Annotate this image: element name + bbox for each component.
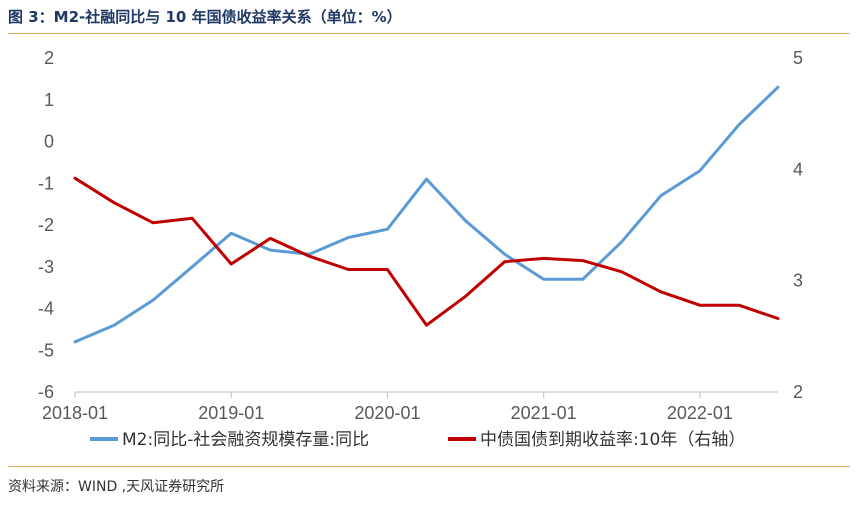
left-y-tick-label: -4 bbox=[38, 299, 54, 319]
chart-title: 图 3：M2-社融同比与 10 年国债收益率关系（单位：%） bbox=[8, 8, 402, 26]
left-y-axis-ticks: -6 -5 -4 -3 -2 -1 0 1 2 bbox=[38, 48, 54, 402]
right-y-axis-ticks: 2 3 4 5 bbox=[793, 48, 803, 402]
right-y-tick-label: 3 bbox=[793, 271, 803, 291]
right-y-tick-label: 4 bbox=[793, 159, 803, 179]
left-y-tick-label: -1 bbox=[38, 173, 54, 193]
line-chart: 2018-01 2019-01 2020-01 2021-01 2022-01 -6 -5… bbox=[38, 48, 803, 450]
left-y-tick-label: 1 bbox=[44, 90, 54, 110]
plot-area: 2018-01 2019-01 2020-01 2021-01 2022-01 -6 -5… bbox=[38, 48, 803, 423]
series-line-bond-yield bbox=[73, 176, 780, 327]
x-axis-ticks: 2018-01 2019-01 2020-01 2021-01 2022-01 bbox=[42, 392, 733, 423]
x-tick-label: 2018-01 bbox=[42, 403, 108, 423]
left-y-tick-label: -2 bbox=[38, 215, 54, 235]
right-y-tick-label: 5 bbox=[793, 48, 803, 68]
footer-divider bbox=[8, 466, 850, 467]
right-y-tick-label: 2 bbox=[793, 382, 803, 402]
legend: M2:同比-社会融资规模存量:同比 中债国债到期收益率:10年（右轴） bbox=[90, 430, 745, 450]
x-tick-label: 2019-01 bbox=[198, 403, 264, 423]
x-tick-label: 2022-01 bbox=[667, 403, 733, 423]
left-y-tick-label: 2 bbox=[44, 48, 54, 68]
title-divider bbox=[8, 33, 850, 34]
left-y-tick-label: -3 bbox=[38, 257, 54, 277]
left-y-tick-label: -5 bbox=[38, 340, 54, 360]
series-line-m2-spread bbox=[73, 85, 780, 344]
series-layer bbox=[73, 85, 780, 344]
left-y-tick-label: -6 bbox=[38, 382, 54, 402]
left-y-tick-label: 0 bbox=[44, 132, 54, 152]
source-note: 资料来源：WIND ,天风证券研究所 bbox=[8, 479, 225, 495]
legend-label-bond-yield: 中债国债到期收益率:10年（右轴） bbox=[480, 430, 745, 450]
x-tick-label: 2020-01 bbox=[354, 403, 420, 423]
legend-label-m2-spread: M2:同比-社会融资规模存量:同比 bbox=[122, 430, 369, 450]
x-tick-label: 2021-01 bbox=[511, 403, 577, 423]
